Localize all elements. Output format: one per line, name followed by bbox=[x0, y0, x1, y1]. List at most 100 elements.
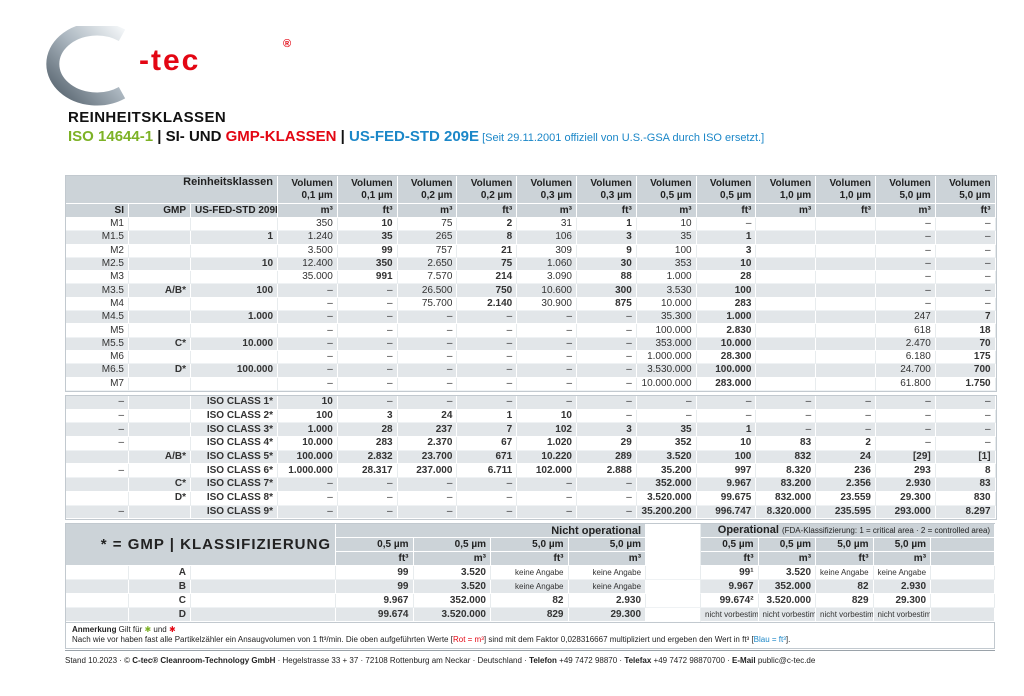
unit-header: ft³ bbox=[457, 204, 518, 218]
column-header-label: Volumen bbox=[650, 177, 692, 189]
text-segment: . bbox=[788, 635, 791, 644]
fed-class: ISO CLASS 8* bbox=[191, 491, 278, 506]
value-cell: 1.000 bbox=[636, 271, 697, 285]
value-cell: – bbox=[696, 409, 757, 424]
value-cell: – bbox=[696, 396, 757, 410]
value-cell: 35.200 bbox=[636, 464, 697, 479]
value-cell: 2.832 bbox=[337, 450, 398, 465]
text-segment: ✱ bbox=[144, 625, 152, 634]
fed-class: ISO CLASS 7* bbox=[191, 478, 278, 492]
unit-header: ft³ bbox=[336, 552, 414, 566]
value-cell: – bbox=[397, 491, 458, 506]
gmp-class: A/B* bbox=[129, 284, 191, 298]
value-cell: – bbox=[577, 324, 637, 338]
text-segment: +49 7472 98870700 · bbox=[651, 656, 733, 665]
value-cell: 75 bbox=[457, 257, 518, 272]
anmerkung-line2: Nach wie vor haben fast alle Partikelzäh… bbox=[72, 635, 988, 645]
value-cell: 700 bbox=[935, 364, 996, 378]
empty-header bbox=[931, 552, 996, 566]
value-cell: 2.930 bbox=[873, 580, 932, 594]
value-cell: – bbox=[756, 409, 817, 424]
size-header: 0,5 µm bbox=[758, 538, 817, 552]
fed-class bbox=[191, 244, 279, 258]
unit-header: ft³ bbox=[696, 204, 757, 218]
column-header-size: 0,1 µm bbox=[301, 189, 333, 201]
value-cell bbox=[756, 284, 817, 298]
column-header-label: Volumen bbox=[470, 177, 513, 189]
value-cell: 29.300 bbox=[568, 608, 647, 622]
value-cell: – bbox=[577, 311, 637, 325]
header-row: ft³ m³ ft³ m³ ft³ m³ ft³ m³ bbox=[66, 552, 996, 566]
value-cell: 2.470 bbox=[875, 337, 936, 351]
fed-class bbox=[191, 377, 279, 391]
value-cell: 1.000.000 bbox=[278, 464, 338, 479]
value-cell: 35.000 bbox=[278, 271, 338, 285]
value-cell bbox=[756, 337, 817, 351]
si-class: M7 bbox=[66, 377, 129, 391]
value-cell: 8 bbox=[935, 464, 996, 479]
value-cell: 618 bbox=[875, 324, 936, 338]
value-cell: 100 bbox=[636, 244, 697, 258]
value-cell: – bbox=[457, 364, 518, 378]
text-segment: | bbox=[153, 128, 166, 145]
value-cell: 750 bbox=[457, 284, 518, 298]
fed-class: ISO CLASS 2* bbox=[191, 409, 278, 424]
column-header: Volumen 0,5 µm bbox=[636, 176, 697, 204]
column-header: Volumen 0,2 µm bbox=[457, 176, 518, 204]
value-cell: 9 bbox=[577, 244, 637, 258]
value-cell: 10.220 bbox=[517, 450, 577, 465]
column-header: Volumen 0,1 µm bbox=[278, 176, 338, 204]
page-title: REINHEITSKLASSEN bbox=[68, 109, 227, 126]
value-cell bbox=[816, 324, 876, 338]
column-header-label: Volumen bbox=[351, 177, 393, 189]
value-cell: – bbox=[278, 324, 338, 338]
value-cell: 99.674² bbox=[701, 594, 759, 608]
value-cell: 100 bbox=[696, 284, 757, 298]
value-cell: 236 bbox=[816, 464, 876, 479]
value-cell: 352.000 bbox=[636, 478, 697, 492]
value-cell: 29.300 bbox=[873, 594, 932, 608]
unit-header: m³ bbox=[568, 552, 647, 566]
table-row: M7– – – – – –10.000.000 283.000 61.800 1.750 bbox=[66, 377, 996, 391]
group-header: Nicht operational bbox=[336, 524, 647, 538]
value-cell: 991 bbox=[337, 271, 398, 285]
size-header: 0,5 µm bbox=[413, 538, 491, 552]
value-cell: – bbox=[337, 505, 398, 520]
value-cell: – bbox=[517, 491, 577, 506]
value-cell: 8.320 bbox=[756, 464, 817, 479]
value-cell: 9.967 bbox=[696, 478, 757, 492]
gmp-class bbox=[129, 257, 191, 272]
si-header: SI bbox=[66, 204, 129, 218]
text-segment: ] bbox=[483, 635, 487, 644]
size-header: 0,5 µm bbox=[336, 538, 414, 552]
value-cell: 88 bbox=[577, 271, 637, 285]
value-cell: 23.559 bbox=[816, 491, 876, 506]
value-cell: 2.930 bbox=[568, 594, 647, 608]
value-cell: – bbox=[457, 324, 518, 338]
value-cell: – bbox=[517, 377, 577, 391]
header-row: SI GMP US-FED-STD 209E m³ ft³ m³ ft³ m³ ft³ m³ ft³… bbox=[66, 204, 996, 218]
unit-header: m³ bbox=[758, 552, 817, 566]
value-cell: 3 bbox=[337, 409, 398, 424]
value-cell: 83 bbox=[935, 478, 996, 492]
value-cell: 75 bbox=[397, 218, 458, 232]
fed-class: ISO CLASS 4* bbox=[191, 437, 278, 451]
column-header-size: 0,3 µm bbox=[540, 189, 572, 201]
value-cell: 28 bbox=[337, 423, 398, 438]
value-cell: – bbox=[875, 409, 936, 424]
value-cell: – bbox=[636, 396, 697, 410]
table-row: M1 350 10 75 2 31 1 10– – – bbox=[66, 218, 996, 232]
value-cell: 829 bbox=[491, 608, 569, 622]
si-class: M4 bbox=[66, 297, 129, 312]
value-cell: – bbox=[397, 478, 458, 492]
gmp-klassifizierung-block: * = GMP | KLASSIFIZIERUNG Nicht operation… bbox=[65, 523, 996, 649]
table-row: M5.5 C* 10.000– – – – – –353.000 10.000 2.470 70 bbox=[66, 337, 996, 351]
value-cell: 102 bbox=[517, 423, 577, 438]
value-cell: 3.500 bbox=[278, 244, 338, 258]
value-cell: keine Angabe bbox=[568, 566, 647, 580]
value-cell: 1 bbox=[696, 423, 757, 438]
value-cell: 1 bbox=[457, 409, 518, 424]
table-row: A 99 3.520 keine Angabe keine Angabe 99¹ 3.520… bbox=[66, 566, 996, 580]
value-cell bbox=[756, 271, 817, 285]
text-segment: Telefax bbox=[624, 656, 652, 665]
